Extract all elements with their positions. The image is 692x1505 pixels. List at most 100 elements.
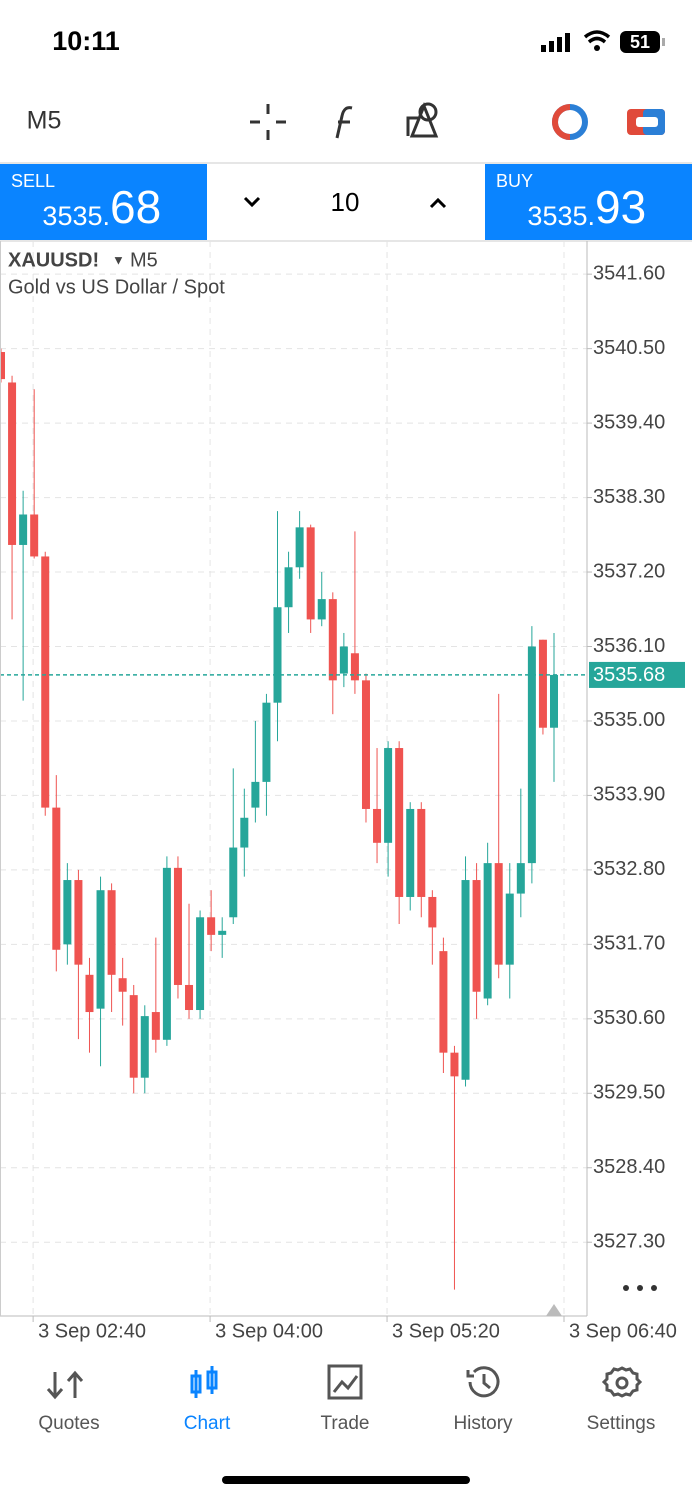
candle-body bbox=[295, 527, 304, 568]
candle-body bbox=[550, 674, 558, 728]
candle-body bbox=[339, 646, 348, 674]
candle-body bbox=[151, 1012, 160, 1040]
candle-body bbox=[140, 1016, 149, 1078]
candle-body bbox=[461, 880, 470, 1080]
candle-body bbox=[361, 680, 370, 809]
buy-price-small: 93 bbox=[595, 181, 646, 233]
candle-body bbox=[350, 653, 359, 681]
y-tick-label: 3541.60 bbox=[593, 262, 665, 284]
candle-body bbox=[107, 890, 116, 975]
candle-body bbox=[185, 984, 194, 1011]
status-time: 10:11 bbox=[52, 26, 120, 56]
candle-body bbox=[538, 639, 547, 728]
more-dots[interactable] bbox=[623, 1285, 657, 1291]
candle-body bbox=[118, 978, 127, 992]
candle-body bbox=[30, 514, 39, 557]
candle-body bbox=[262, 702, 271, 782]
volume[interactable]: 10 bbox=[331, 187, 360, 217]
candle-body bbox=[162, 867, 171, 1040]
candle-body bbox=[483, 863, 492, 999]
tab[interactable]: Chart bbox=[184, 1366, 231, 1434]
candle-body bbox=[173, 867, 182, 985]
buy-button[interactable] bbox=[485, 164, 692, 240]
volume-arrows[interactable] bbox=[243, 196, 447, 209]
candle-body bbox=[129, 995, 138, 1078]
one-click-icon-half bbox=[552, 104, 571, 140]
candle-body bbox=[41, 556, 50, 808]
sell-price-small: 68 bbox=[110, 181, 161, 233]
candle-body bbox=[317, 599, 326, 620]
y-tick-label: 3536.10 bbox=[593, 635, 665, 657]
tab-bar: Quotes Chart Trade History Settings bbox=[38, 1364, 656, 1434]
tab-icon bbox=[466, 1366, 500, 1398]
y-tick-label: 3530.60 bbox=[593, 1007, 665, 1029]
candle-body bbox=[52, 807, 61, 950]
candle-body bbox=[494, 863, 503, 965]
current-price-box bbox=[589, 661, 685, 688]
candle-body bbox=[306, 527, 315, 620]
tab-icon bbox=[601, 1366, 643, 1398]
wifi-dot bbox=[594, 45, 600, 51]
candle-body bbox=[328, 599, 337, 681]
chart-timeframe: M5 bbox=[130, 249, 158, 271]
y-tick-label: 3531.70 bbox=[593, 933, 665, 955]
toolbar-icons[interactable] bbox=[250, 101, 439, 140]
x-tick-label: 3 Sep 04:00 bbox=[215, 1320, 323, 1342]
sell-price-big: 3535. bbox=[42, 201, 110, 231]
candle-body bbox=[439, 951, 448, 1053]
y-tick-label: 3527.30 bbox=[593, 1230, 665, 1252]
x-tick-label: 3 Sep 05:20 bbox=[392, 1320, 500, 1342]
timeframe-button[interactable]: M5 bbox=[27, 107, 62, 135]
dropdown-caret: ▼ bbox=[112, 252, 125, 267]
candle-body bbox=[450, 1052, 459, 1077]
candle-body bbox=[472, 880, 481, 992]
tab-label: Settings bbox=[587, 1413, 656, 1434]
tab[interactable]: Settings bbox=[587, 1366, 656, 1434]
candle-body bbox=[384, 748, 393, 843]
tab[interactable]: Quotes bbox=[38, 1370, 100, 1434]
candle-body bbox=[428, 896, 437, 928]
candle-body bbox=[85, 974, 94, 1013]
y-tick-label: 3540.50 bbox=[593, 337, 665, 359]
candle-body bbox=[273, 607, 282, 703]
battery-tip bbox=[662, 38, 665, 46]
y-tick-label: 3537.20 bbox=[593, 560, 665, 582]
candle-body bbox=[207, 917, 216, 935]
tab[interactable]: Trade bbox=[321, 1364, 370, 1434]
candle-body bbox=[395, 748, 404, 897]
y-tick-label: 3528.40 bbox=[593, 1156, 665, 1178]
buy-price-big: 3535. bbox=[527, 201, 595, 231]
tab[interactable]: History bbox=[453, 1366, 513, 1434]
symbol: XAUUSD! bbox=[8, 249, 99, 271]
candle-body bbox=[516, 863, 525, 894]
tab-label: Trade bbox=[321, 1413, 370, 1434]
candle-body bbox=[527, 646, 536, 864]
x-tick-label: 3 Sep 06:40 bbox=[569, 1320, 677, 1342]
y-tick-label: 3532.80 bbox=[593, 858, 665, 880]
depth-icon-center bbox=[636, 117, 658, 127]
y-tick-label: 3539.40 bbox=[593, 411, 665, 433]
tab-label: Quotes bbox=[38, 1413, 99, 1434]
candle-body bbox=[196, 917, 205, 1011]
candle-body bbox=[406, 808, 415, 897]
candle-body bbox=[8, 382, 17, 545]
y-tick-label: 3529.50 bbox=[593, 1082, 665, 1104]
candle-body bbox=[417, 808, 426, 897]
candle-body bbox=[0, 352, 5, 380]
candle-body bbox=[251, 781, 260, 808]
sell-button[interactable] bbox=[0, 164, 207, 240]
tab-label: History bbox=[453, 1413, 513, 1434]
y-tick-label: 3533.90 bbox=[593, 784, 665, 806]
candle-body bbox=[96, 890, 105, 1009]
x-tick-label: 3 Sep 02:40 bbox=[38, 1320, 146, 1342]
home-indicator bbox=[222, 1476, 470, 1484]
candle-body bbox=[284, 567, 293, 608]
scroll-marker[interactable] bbox=[546, 1304, 562, 1316]
tab-label: Chart bbox=[184, 1413, 231, 1434]
sell-label: SELL bbox=[11, 171, 55, 191]
candle-body bbox=[373, 808, 382, 843]
candle-body bbox=[229, 847, 238, 918]
symbol-description: Gold vs US Dollar / Spot bbox=[8, 276, 225, 298]
settings-hole bbox=[615, 1376, 629, 1390]
